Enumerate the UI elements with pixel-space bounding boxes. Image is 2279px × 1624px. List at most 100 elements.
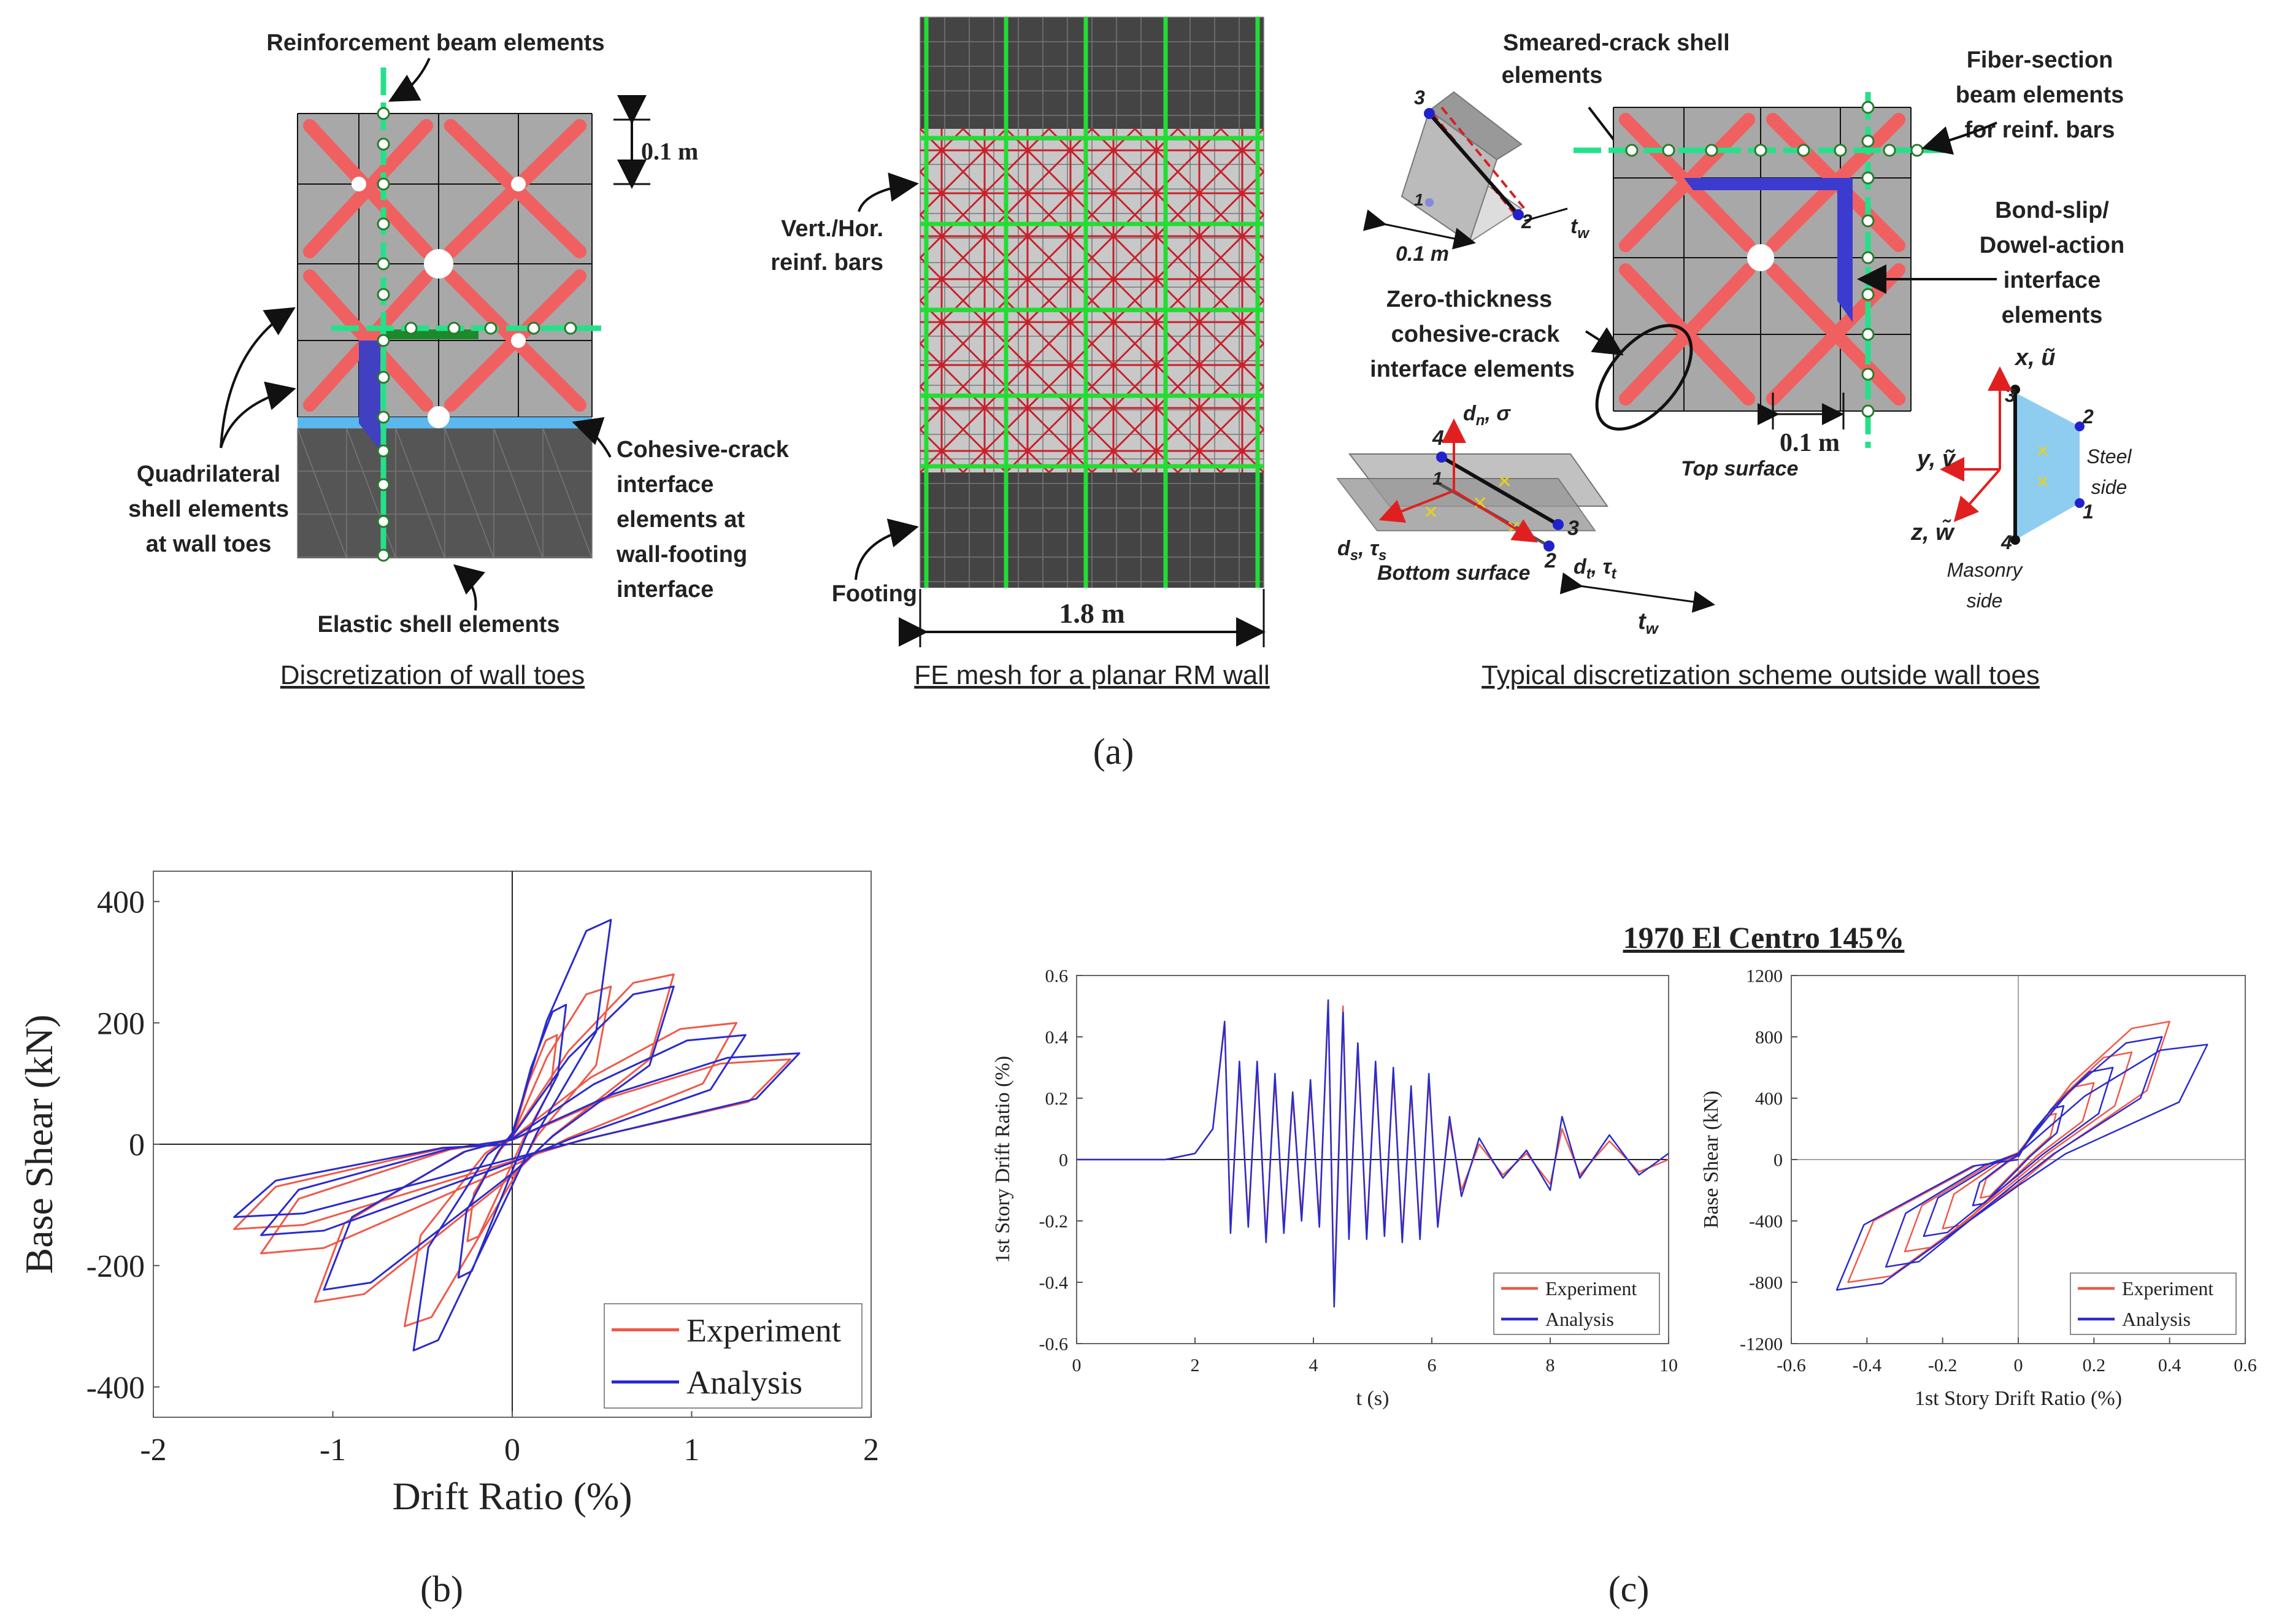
label-bond-3: interface <box>2004 267 2100 293</box>
label-zero-3: interface elements <box>1370 356 1575 382</box>
chart-c1: 0 2 4 6 8 10 -0.6 -0.4 -0.2 0 0.2 0.4 0.6 t (s) 1st St… <box>991 966 1678 1410</box>
y-tick-label-c1: -0.2 <box>1039 1212 1069 1232</box>
bond-slip-region <box>359 341 380 451</box>
caption-scheme: Typical discretization scheme outside wa… <box>1482 660 2040 690</box>
x-axis-label-c1: t (s) <box>1356 1387 1389 1410</box>
label-quad-2: shell elements <box>128 496 289 522</box>
x-tick-label-c2: 0.4 <box>2158 1355 2181 1376</box>
svg-text:✕: ✕ <box>2035 441 2050 461</box>
y-tick-label-c1: 0.2 <box>1045 1089 1069 1109</box>
label-z-axis: z, w̃ <box>1910 518 1955 545</box>
label-smeared-1: Smeared-crack shell <box>1503 30 1730 56</box>
y-tick-label-b: 0 <box>129 1128 145 1163</box>
y-tick-label-c1: -0.4 <box>1039 1273 1069 1293</box>
label-bond-1: Bond-slip/ <box>1995 198 2109 223</box>
y-tick-label-b: 400 <box>97 885 145 920</box>
label-fiber-3: for reinf. bars <box>1965 117 2115 143</box>
legend-label-analysis-c2: Analysis <box>2122 1308 2191 1330</box>
label-dn: dn, σ <box>1463 402 1511 429</box>
node-c-4: 4 <box>2000 531 2012 553</box>
y-tick-label-b: 200 <box>97 1006 145 1041</box>
label-top-surface: Top surface <box>1681 457 1798 480</box>
x-tick-label-c2: 0.6 <box>2234 1355 2257 1376</box>
x-tick-label-c2: -0.2 <box>1928 1355 1958 1376</box>
label-fiber-2: beam elements <box>1956 82 2124 108</box>
label-scheme-spacing-small: 0.1 m <box>1396 242 1449 266</box>
y-axis-label-c2: Base Shear (kN) <box>1700 1091 1723 1229</box>
label-quad-3: at wall toes <box>146 531 272 557</box>
label-x-axis: x, ũ <box>2014 345 2055 371</box>
y-axis-label-c1: 1st Story Drift Ratio (%) <box>991 1056 1014 1263</box>
caption-panel-c: (c) <box>1608 1569 1650 1609</box>
x-tick-label-b: -1 <box>320 1433 346 1468</box>
y-tick-label-c2: -800 <box>1749 1273 1783 1293</box>
label-zero-1: Zero-thickness <box>1386 287 1552 312</box>
y-tick-label-c2: 400 <box>1755 1089 1783 1109</box>
label-mesh-bars-2: reinf. bars <box>771 250 883 275</box>
y-tick-label-b: -400 <box>86 1371 145 1406</box>
node-c-2: 2 <box>2082 406 2094 428</box>
y-axis-label-b: Base Shear (kN) <box>17 1015 61 1274</box>
series-experiment-b <box>233 973 791 1328</box>
x-tick-label-c1: 0 <box>1072 1355 1082 1376</box>
node-c-3: 3 <box>2005 384 2016 406</box>
svg-text:✕: ✕ <box>2035 472 2050 492</box>
label-cohesive-2: interface <box>617 472 713 498</box>
panel-a-mesh: Vert./Hor. reinf. bars Footing 1.8 m FE … <box>771 17 1270 690</box>
y-tick-label-c1: 0.4 <box>1045 1028 1069 1048</box>
legend-c1 <box>1493 1272 1660 1335</box>
y-tick-label-c2: 800 <box>1755 1028 1783 1048</box>
caption-panel-a: (a) <box>1093 731 1134 772</box>
x-tick-label-c1: 6 <box>1428 1355 1437 1376</box>
label-ds: ds, τs <box>1337 537 1386 564</box>
x-tick-label-c1: 10 <box>1659 1355 1678 1376</box>
label-tw-big: tw <box>1638 609 1659 637</box>
x-tick-label-c1: 2 <box>1191 1355 1200 1376</box>
label-reinforcement: Reinforcement beam elements <box>266 30 604 56</box>
y-tick-label-c2: -400 <box>1749 1212 1783 1232</box>
caption-toes: Discretization of wall toes <box>280 660 585 690</box>
label-smeared-2: elements <box>1502 63 1603 88</box>
label-mesh-width: 1.8 m <box>1059 598 1124 629</box>
x-axis-label-c2: 1st Story Drift Ratio (%) <box>1915 1387 2122 1410</box>
x-tick-label-c1: 4 <box>1309 1355 1318 1376</box>
y-tick-label-c2: 0 <box>1774 1150 1783 1171</box>
node-b-2: 2 <box>1544 549 1556 572</box>
panel-a-toes: Reinforcement beam elements 0.1 m Quadri… <box>128 30 790 690</box>
label-bond-2: Dowel-action <box>1980 233 2124 258</box>
x-tick-label-b: 0 <box>504 1433 520 1468</box>
x-tick-label-b: 1 <box>684 1433 700 1468</box>
chart-c-title: 1970 El Centro 145% <box>1623 920 1905 955</box>
label-y-axis: y, ṽ <box>1916 446 1956 472</box>
y-tick-label-c1: 0 <box>1059 1150 1068 1171</box>
label-cohesive-4: wall-footing <box>616 542 747 568</box>
label-tw-small: tw <box>1570 215 1589 242</box>
caption-mesh: FE mesh for a planar RM wall <box>914 660 1270 690</box>
x-tick-label-c2: 0 <box>2014 1355 2023 1376</box>
node-a-1: 1 <box>1414 190 1424 209</box>
y-tick-label-c1: -0.6 <box>1039 1334 1069 1355</box>
node-a-2: 2 <box>1521 210 1532 233</box>
label-steel-2: side <box>2091 476 2127 498</box>
caption-panel-b: (b) <box>420 1569 463 1609</box>
x-tick-label-c2: -0.4 <box>1853 1355 1882 1376</box>
chart-c2: -0.6 -0.4 -0.2 0 0.2 0.4 0.6 -1200 -800 -400 0 400 8… <box>1700 966 2257 1410</box>
y-tick-label-c2: -1200 <box>1740 1334 1783 1355</box>
label-cohesive-1: Cohesive-crack <box>617 437 790 463</box>
y-tick-label-b: -200 <box>86 1249 145 1284</box>
label-cohesive-3: elements at <box>617 507 745 533</box>
x-axis-label-b: Drift Ratio (%) <box>393 1474 632 1518</box>
x-tick-label-c1: 8 <box>1546 1355 1555 1376</box>
label-steel-1: Steel <box>2087 445 2132 468</box>
node-b-1: 1 <box>1432 469 1443 489</box>
legend-label-experiment-b: Experiment <box>686 1312 841 1349</box>
y-tick-label-c2: 1200 <box>1746 966 1783 987</box>
label-toe-spacing: 0.1 m <box>641 137 698 165</box>
label-masonry-1: Masonry <box>1947 559 2024 581</box>
series-analysis-b <box>233 918 801 1352</box>
svg-text:✕: ✕ <box>1423 502 1439 523</box>
label-mesh-bars-1: Vert./Hor. <box>781 216 883 242</box>
x-tick-label-b: 2 <box>863 1433 879 1468</box>
label-elastic: Elastic shell elements <box>318 612 560 637</box>
label-footing: Footing <box>832 581 917 607</box>
